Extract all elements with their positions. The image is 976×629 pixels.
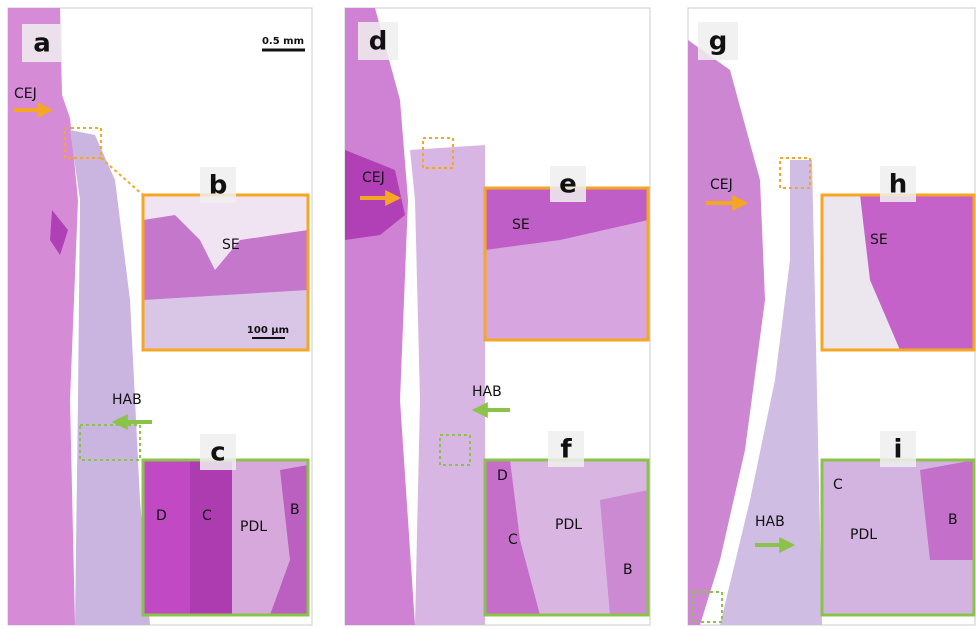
panel-label: e: [559, 170, 577, 200]
annotation: PDL: [850, 527, 877, 543]
tissue: [190, 460, 232, 615]
annotation: SE: [512, 217, 530, 233]
scale-bar-label: 0.5 mm: [262, 36, 304, 47]
panel-label: i: [894, 435, 903, 465]
panel-label: d: [369, 27, 388, 57]
annotation: PDL: [240, 519, 267, 535]
annotation: SE: [870, 232, 888, 248]
scale-bar-label: 100 µm: [247, 325, 289, 336]
inset-e: e SE: [485, 166, 648, 340]
annotation: HAB: [755, 514, 785, 530]
annotation: C: [508, 532, 518, 548]
annotation: B: [290, 502, 300, 518]
inset-c: c D C PDL B: [143, 434, 308, 615]
annotation: CEJ: [362, 170, 385, 186]
inset-f: f D C PDL B: [485, 431, 648, 615]
panel-label: a: [33, 29, 51, 59]
annotation: B: [623, 562, 633, 578]
annotation: HAB: [472, 384, 502, 400]
panel-label: g: [709, 27, 728, 57]
tissue: [143, 290, 308, 350]
annotation: D: [497, 468, 508, 484]
inset-i: i C PDL B: [822, 431, 974, 615]
annotation: PDL: [555, 517, 582, 533]
annotation: B: [948, 512, 958, 528]
annotation: C: [202, 508, 212, 524]
figure: a 0.5 mm CEJ HAB b SE 100 µm c D C PDL B: [0, 0, 976, 629]
panel-label: h: [889, 170, 908, 200]
annotation: D: [156, 508, 167, 524]
inset-h: h SE: [822, 166, 974, 350]
annotation: HAB: [112, 392, 142, 408]
panel-label: c: [210, 438, 225, 468]
panel-label: b: [209, 171, 228, 201]
annotation: C: [833, 477, 843, 493]
annotation: CEJ: [14, 86, 37, 102]
panel-label: f: [560, 435, 572, 465]
inset-b: b SE 100 µm: [143, 167, 308, 350]
annotation: SE: [222, 237, 240, 253]
annotation: CEJ: [710, 177, 733, 193]
